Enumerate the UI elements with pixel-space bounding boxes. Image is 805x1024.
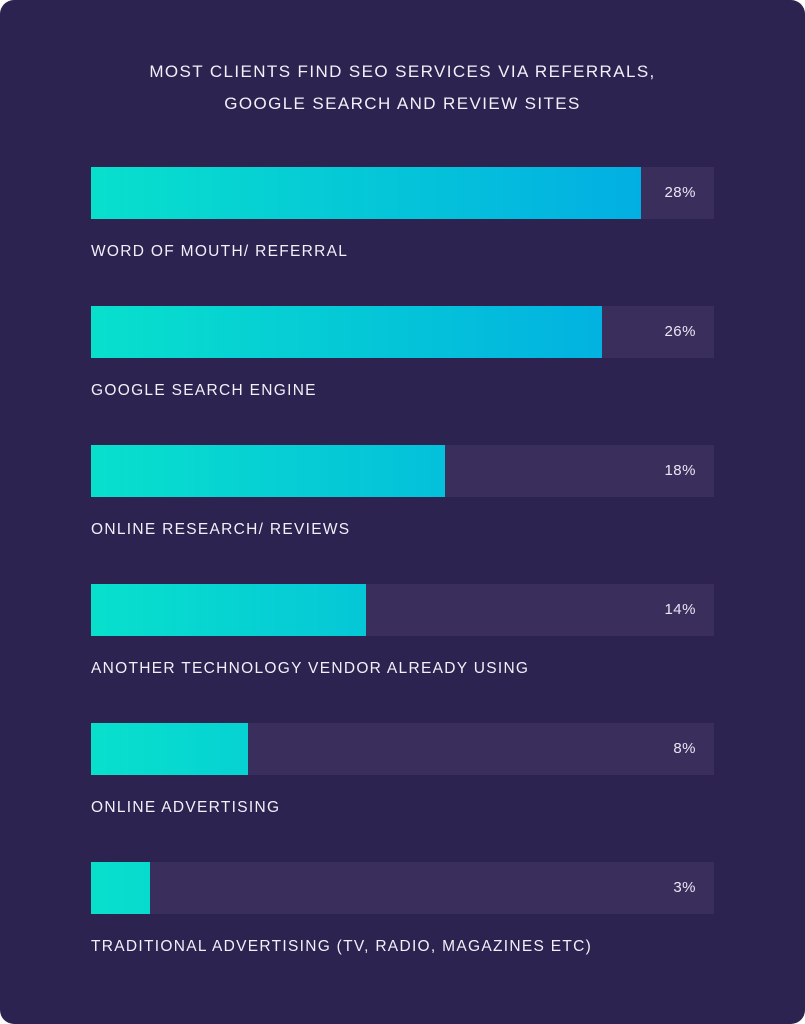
chart-title-line-2: GOOGLE SEARCH AND REVIEW SITES <box>224 94 581 113</box>
bar <box>91 584 366 636</box>
bar <box>91 167 641 219</box>
category-label: TRADITIONAL ADVERTISING (TV, RADIO, MAGA… <box>91 938 593 955</box>
bar-track: 26% <box>91 306 714 358</box>
bar-track: 14% <box>91 584 714 636</box>
bar-track: 8% <box>91 723 714 775</box>
category-label: WORD OF MOUTH/ REFERRAL <box>91 243 349 260</box>
bar <box>91 445 445 497</box>
bar-track: 3% <box>91 862 714 914</box>
category-label: ANOTHER TECHNOLOGY VENDOR ALREADY USING <box>91 660 530 677</box>
bar <box>91 862 150 914</box>
category-label: GOOGLE SEARCH ENGINE <box>91 382 317 399</box>
bar-value-label: 14% <box>664 601 696 618</box>
bar-track: 28% <box>91 167 714 219</box>
bar-track: 18% <box>91 445 714 497</box>
bar <box>91 306 602 358</box>
bar-value-label: 26% <box>664 323 696 340</box>
chart-title-line-1: MOST CLIENTS FIND SEO SERVICES VIA REFER… <box>149 62 656 81</box>
bar-value-label: 3% <box>673 879 696 896</box>
bar-value-label: 8% <box>673 740 696 757</box>
bar-value-label: 28% <box>664 184 696 201</box>
chart-title: MOST CLIENTS FIND SEO SERVICES VIA REFER… <box>0 56 805 120</box>
bar <box>91 723 248 775</box>
bar-value-label: 18% <box>664 462 696 479</box>
category-label: ONLINE RESEARCH/ REVIEWS <box>91 521 351 538</box>
category-label: ONLINE ADVERTISING <box>91 799 281 816</box>
